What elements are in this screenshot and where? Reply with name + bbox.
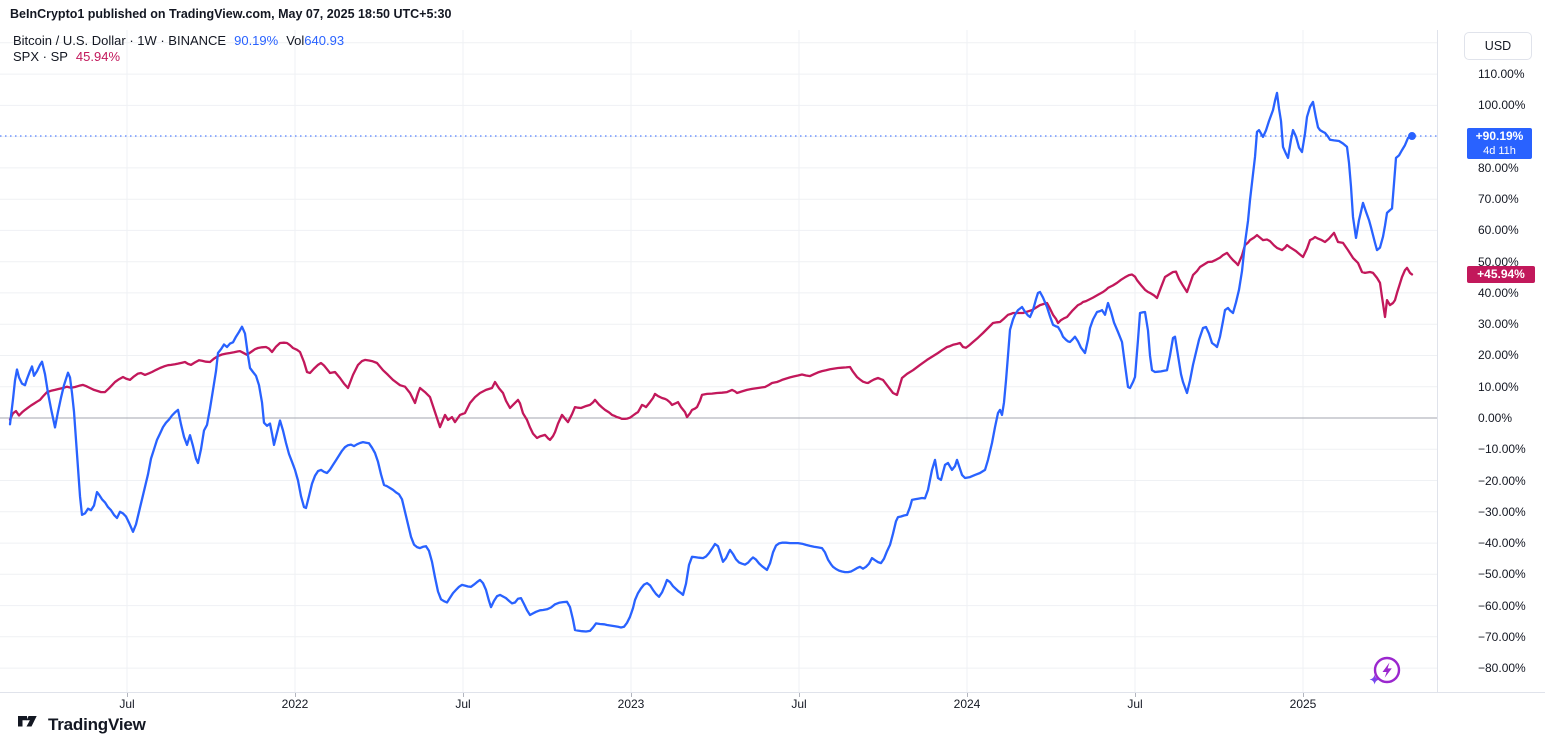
x-axis-label: Jul bbox=[455, 697, 471, 711]
time-axis-scale[interactable]: Jul 2022 Jul 2023 Jul 2024 Jul 2025 bbox=[0, 692, 1545, 714]
y-axis-label: 110.00% bbox=[1478, 67, 1525, 82]
x-axis-label: Jul bbox=[1127, 697, 1143, 711]
x-axis-tick bbox=[295, 693, 296, 697]
x-axis-tick bbox=[127, 693, 128, 697]
y-axis-label: 30.00% bbox=[1478, 317, 1519, 332]
y-axis-label: 100.00% bbox=[1478, 98, 1526, 113]
y-axis-label: −50.00% bbox=[1478, 567, 1526, 582]
x-axis-tick bbox=[967, 693, 968, 697]
x-axis-tick bbox=[1303, 693, 1304, 697]
y-axis-label: 70.00% bbox=[1478, 192, 1519, 207]
legend-spx-title: SPX · SP bbox=[13, 48, 68, 64]
tradingview-footer-logo[interactable]: TradingView bbox=[18, 715, 146, 735]
publication-header: BeInCrypto1 published on TradingView.com… bbox=[10, 7, 452, 21]
lightning-circle-icon bbox=[1369, 656, 1401, 685]
bitcoin-last-price-badge: +90.19% 4d 11h bbox=[1467, 127, 1532, 159]
x-axis-label: Jul bbox=[119, 697, 135, 711]
y-axis-label: −40.00% bbox=[1478, 536, 1526, 551]
legend-bitcoin-title: Bitcoin / U.S. Dollar · 1W · BINANCE bbox=[13, 33, 227, 48]
legend-vol-label: Vol bbox=[286, 33, 305, 48]
legend-vol-value: 640.93 bbox=[304, 33, 345, 48]
legend-row-bitcoin[interactable]: Bitcoin / U.S. Dollar · 1W · BINANCE 90.1… bbox=[13, 33, 344, 49]
y-axis-label: 20.00% bbox=[1478, 348, 1519, 363]
y-axis-label: −70.00% bbox=[1478, 629, 1526, 644]
legend-spx-change: 45.94% bbox=[75, 48, 121, 64]
x-axis-label: 2024 bbox=[953, 697, 981, 711]
legend-bitcoin-change: 90.19% bbox=[234, 33, 279, 48]
legend-row-spx[interactable]: SPX · SP 45.94% bbox=[13, 49, 344, 65]
spx-series-line bbox=[8, 231, 1414, 442]
chart-plot-area[interactable] bbox=[0, 30, 1437, 692]
y-axis-label: −20.00% bbox=[1478, 473, 1526, 488]
tradingview-brand-text: TradingView bbox=[48, 715, 146, 734]
x-axis-tick bbox=[1135, 693, 1136, 697]
y-axis-label: 10.00% bbox=[1478, 379, 1519, 394]
spx-last-price-badge: +45.94% bbox=[1467, 265, 1535, 283]
price-axis-scale[interactable]: USD 110.00% 100.00% 80.00% 70.00% 60.00% 50.0… bbox=[1437, 30, 1545, 692]
y-axis-label: −80.00% bbox=[1478, 661, 1526, 676]
boost-button[interactable] bbox=[1366, 651, 1406, 691]
x-axis-label: 2025 bbox=[1289, 697, 1317, 711]
y-axis-label: 40.00% bbox=[1478, 285, 1519, 300]
x-axis-tick bbox=[463, 693, 464, 697]
bitcoin-last-point-dot bbox=[1408, 132, 1416, 141]
y-axis-label: 50.00% bbox=[1478, 254, 1519, 269]
x-axis-label: 2022 bbox=[281, 697, 309, 711]
tradingview-logo-icon bbox=[18, 715, 37, 726]
y-axis-label: −30.00% bbox=[1478, 504, 1526, 519]
chart-legend: Bitcoin / U.S. Dollar · 1W · BINANCE 90.1… bbox=[13, 33, 344, 64]
y-axis-label: −10.00% bbox=[1478, 442, 1526, 457]
y-axis-label: 80.00% bbox=[1478, 160, 1519, 175]
x-axis-label: Jul bbox=[791, 697, 807, 711]
bitcoin-series-line bbox=[8, 91, 1414, 633]
x-axis-tick bbox=[631, 693, 632, 697]
y-axis-label: 60.00% bbox=[1478, 223, 1519, 238]
x-axis-tick bbox=[799, 693, 800, 697]
y-axis-label: 0.00% bbox=[1478, 411, 1513, 425]
y-axis-label: −60.00% bbox=[1478, 598, 1526, 613]
currency-unit-button[interactable]: USD bbox=[1464, 32, 1532, 60]
x-axis-label: 2023 bbox=[617, 697, 645, 711]
